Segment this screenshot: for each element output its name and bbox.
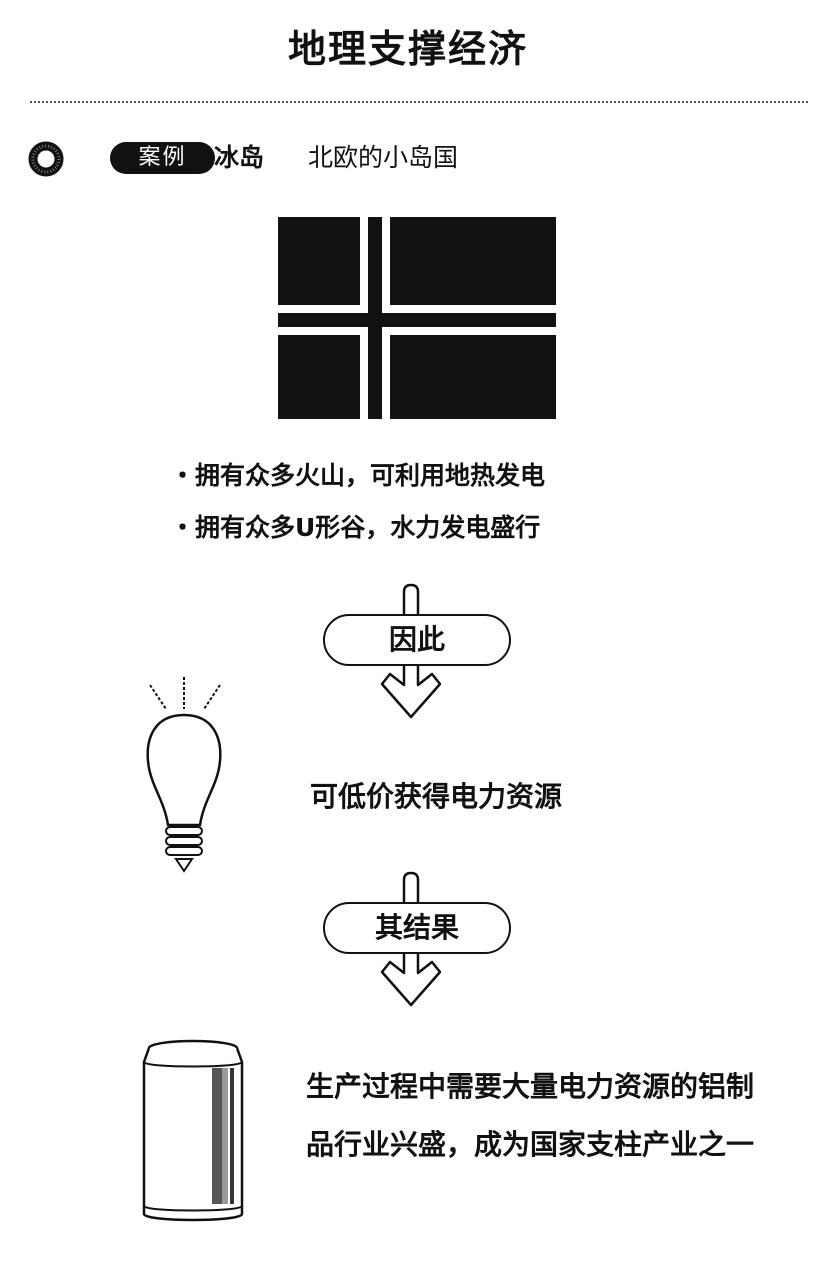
ring-icon [28, 141, 64, 177]
aluminum-can-icon [142, 1039, 244, 1222]
flow-label-as-a-result: 其结果 [374, 911, 459, 944]
title-divider [30, 101, 808, 103]
case-badge: 案例 [110, 142, 215, 174]
light-bulb-icon [146, 677, 222, 873]
fact-hydropower: ・拥有众多U形谷，水力发电盛行 [170, 513, 541, 542]
page-title: 地理支撑经济 [287, 27, 528, 71]
flow-label-therefore: 因此 [388, 623, 445, 656]
down-arrow-icon [323, 583, 511, 719]
down-arrow-icon [323, 871, 511, 1007]
result-aluminum-industry: 生产过程中需要大量电力资源的铝制品行业兴盛，成为国家支柱产业之一 [306, 1070, 755, 1161]
flag-icon [278, 217, 556, 419]
case-header: 案例 冰岛 北欧的小岛国 [28, 138, 788, 178]
country-description: 北欧的小岛国 [308, 143, 459, 172]
result-cheap-electricity: 可低价获得电力资源 [310, 780, 563, 813]
fact-geothermal: ・拥有众多火山，可利用地热发电 [170, 461, 546, 490]
country-name: 冰岛 [214, 143, 265, 172]
